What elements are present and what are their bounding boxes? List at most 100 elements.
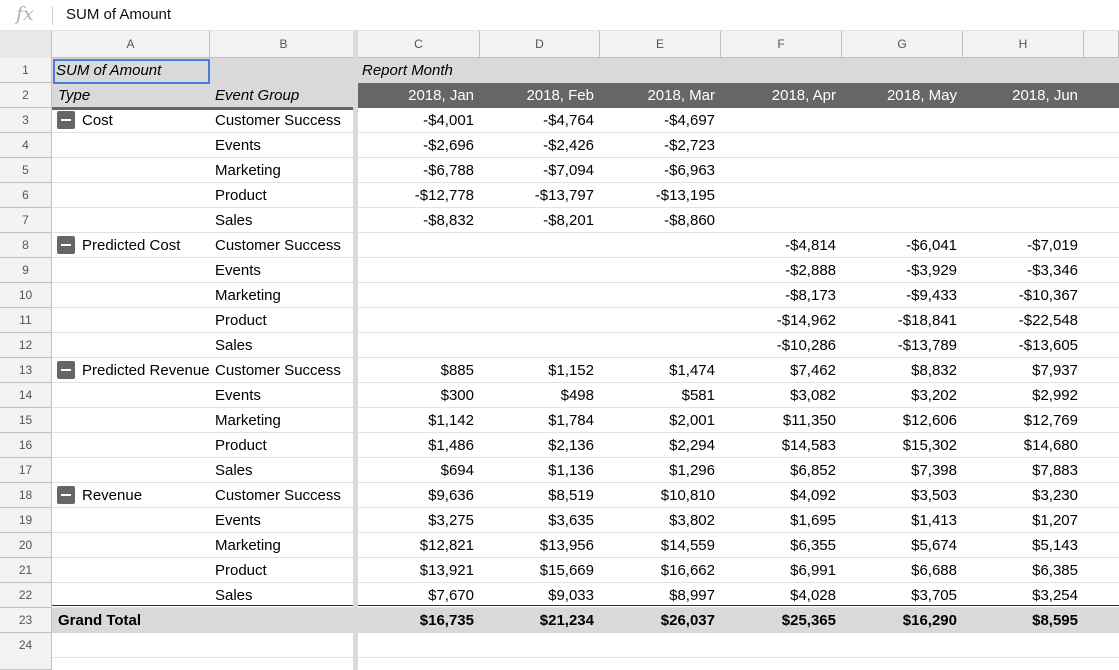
row-field-group-header[interactable]: Event Group xyxy=(215,87,300,104)
value-cell[interactable] xyxy=(480,283,600,308)
value-cell[interactable]: -$2,426 xyxy=(543,137,594,154)
value-cell[interactable]: $2,992 xyxy=(1032,387,1078,404)
value-cell[interactable]: $4,092 xyxy=(790,487,836,504)
event-group-label[interactable]: Product xyxy=(215,187,267,204)
row-number-10[interactable]: 10 xyxy=(0,283,52,308)
column-header-b[interactable]: B xyxy=(210,31,358,58)
type-label[interactable]: Revenue xyxy=(82,487,143,504)
grand-total-value[interactable]: $25,365 xyxy=(781,612,836,629)
value-cell[interactable] xyxy=(842,158,963,183)
value-cell[interactable]: -$8,860 xyxy=(664,212,715,229)
column-header-h[interactable]: H xyxy=(963,31,1084,58)
value-cell[interactable]: $7,670 xyxy=(428,587,474,604)
column-header-a[interactable]: A xyxy=(52,31,210,58)
row-field-type-header[interactable]: Type xyxy=(58,87,91,104)
month-header[interactable]: 2018, Jan xyxy=(408,87,474,104)
value-cell[interactable]: -$13,605 xyxy=(1018,337,1078,354)
value-cell[interactable] xyxy=(963,158,1084,183)
value-cell[interactable]: $6,991 xyxy=(790,562,836,579)
value-cell[interactable]: $6,385 xyxy=(1032,562,1078,579)
value-cell[interactable]: -$13,797 xyxy=(534,187,594,204)
value-cell[interactable] xyxy=(358,283,480,308)
frozen-columns-divider[interactable] xyxy=(353,31,358,670)
event-group-label[interactable]: Product xyxy=(215,562,267,579)
row-number-24[interactable]: 24 xyxy=(0,633,52,670)
row-number-21[interactable]: 21 xyxy=(0,558,52,583)
value-cell[interactable]: $8,997 xyxy=(669,587,715,604)
value-cell[interactable]: -$3,929 xyxy=(906,262,957,279)
row-number-15[interactable]: 15 xyxy=(0,408,52,433)
value-cell[interactable]: $1,296 xyxy=(669,462,715,479)
column-header-g[interactable]: G xyxy=(842,31,963,58)
value-cell[interactable]: $3,254 xyxy=(1032,587,1078,604)
value-cell[interactable] xyxy=(842,108,963,133)
row-number-9[interactable]: 9 xyxy=(0,258,52,283)
value-cell[interactable]: -$8,832 xyxy=(423,212,474,229)
value-cell[interactable]: -$14,962 xyxy=(776,312,836,329)
formula-input[interactable]: SUM of Amount xyxy=(66,6,172,23)
value-cell[interactable] xyxy=(721,183,842,208)
row-number-1[interactable]: 1 xyxy=(0,58,52,83)
value-cell[interactable]: -$10,367 xyxy=(1018,287,1078,304)
value-cell[interactable]: $8,519 xyxy=(548,487,594,504)
collapse-toggle-icon[interactable] xyxy=(57,111,75,129)
value-cell[interactable]: $2,001 xyxy=(669,412,715,429)
value-cell[interactable]: $3,635 xyxy=(548,512,594,529)
value-cell[interactable]: $3,275 xyxy=(428,512,474,529)
value-cell[interactable] xyxy=(963,133,1084,158)
value-cell[interactable] xyxy=(963,208,1084,233)
value-cell[interactable]: $6,355 xyxy=(790,537,836,554)
value-cell[interactable]: $12,606 xyxy=(902,412,957,429)
value-cell[interactable]: $14,583 xyxy=(781,437,836,454)
value-cell[interactable]: $13,956 xyxy=(539,537,594,554)
value-cell[interactable] xyxy=(358,308,480,333)
row-number-11[interactable]: 11 xyxy=(0,308,52,333)
event-group-label[interactable]: Sales xyxy=(215,337,253,354)
value-cell[interactable] xyxy=(358,233,480,258)
value-cell[interactable]: -$13,195 xyxy=(655,187,715,204)
event-group-label[interactable]: Customer Success xyxy=(215,112,341,129)
value-cell[interactable] xyxy=(842,183,963,208)
grand-total-value[interactable]: $8,595 xyxy=(1032,612,1078,629)
value-cell[interactable] xyxy=(600,258,721,283)
value-cell[interactable]: $6,852 xyxy=(790,462,836,479)
column-header-f[interactable]: F xyxy=(721,31,842,58)
value-cell[interactable]: $300 xyxy=(440,387,474,404)
collapse-toggle-icon[interactable] xyxy=(57,361,75,379)
value-cell[interactable] xyxy=(600,233,721,258)
value-cell[interactable] xyxy=(480,258,600,283)
value-cell[interactable]: -$9,433 xyxy=(906,287,957,304)
value-cell[interactable]: $1,207 xyxy=(1032,512,1078,529)
event-group-label[interactable]: Events xyxy=(215,512,261,529)
grand-total-value[interactable]: $16,290 xyxy=(902,612,957,629)
value-cell[interactable] xyxy=(600,283,721,308)
value-cell[interactable]: $7,398 xyxy=(911,462,957,479)
value-cell[interactable]: -$4,001 xyxy=(423,112,474,129)
value-cell[interactable]: -$2,723 xyxy=(664,137,715,154)
value-cell[interactable] xyxy=(358,333,480,358)
month-header[interactable]: 2018, Jun xyxy=(1012,87,1078,104)
value-field-label[interactable]: SUM of Amount xyxy=(56,62,162,79)
value-cell[interactable]: $4,028 xyxy=(790,587,836,604)
row-number-17[interactable]: 17 xyxy=(0,458,52,483)
event-group-label[interactable]: Customer Success xyxy=(215,237,341,254)
value-cell[interactable]: -$10,286 xyxy=(776,337,836,354)
grand-total-value[interactable]: $21,234 xyxy=(539,612,594,629)
value-cell[interactable]: $1,474 xyxy=(669,362,715,379)
value-cell[interactable]: $5,674 xyxy=(911,537,957,554)
grand-total-value[interactable]: $26,037 xyxy=(660,612,715,629)
value-cell[interactable]: $1,142 xyxy=(428,412,474,429)
value-cell[interactable]: $12,821 xyxy=(419,537,474,554)
collapse-toggle-icon[interactable] xyxy=(57,486,75,504)
grand-total-label[interactable]: Grand Total xyxy=(58,612,142,629)
row-number-6[interactable]: 6 xyxy=(0,183,52,208)
value-cell[interactable]: -$4,697 xyxy=(664,112,715,129)
event-group-label[interactable]: Product xyxy=(215,437,267,454)
row-number-2[interactable]: 2 xyxy=(0,83,52,108)
row-number-14[interactable]: 14 xyxy=(0,383,52,408)
value-cell[interactable]: $11,350 xyxy=(782,412,836,429)
value-cell[interactable]: $3,503 xyxy=(911,487,957,504)
row-number-3[interactable]: 3 xyxy=(0,108,52,133)
event-group-label[interactable]: Product xyxy=(215,312,267,329)
value-cell[interactable]: $1,136 xyxy=(548,462,594,479)
